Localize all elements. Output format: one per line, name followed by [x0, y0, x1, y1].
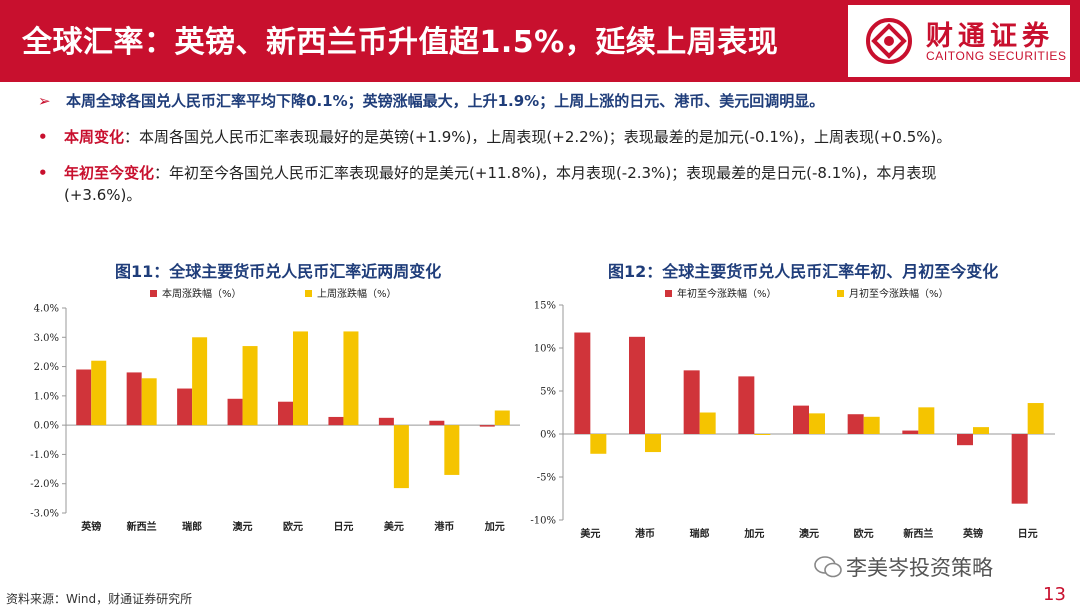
wechat-icon: [814, 556, 842, 578]
week-change-label: 本周变化: [64, 128, 125, 146]
x-category-label: 日元: [1018, 528, 1038, 540]
legend-label: 本周涨跌幅（%）: [162, 287, 242, 300]
x-category-label: 美元: [384, 520, 404, 533]
bar-series1-2: [177, 388, 193, 426]
logo-mark-icon: [866, 18, 912, 64]
watermark: 李美岑投资策略: [846, 556, 993, 580]
bar-chart-weekly: 4.0% 3.0% 2.0% 1.0% 0.0% -1.0% -2.0% -3.0% 英镑 新西兰…: [30, 287, 520, 533]
y-tick-label: -2.0%: [30, 479, 59, 490]
y-tick-label: 2.0%: [34, 362, 59, 373]
header-bar: 全球汇率：英镑、新西兰币升值超1.5%，延续上周表现 财通证券 CAITONG …: [0, 0, 1080, 82]
bar-series2-3: [754, 434, 771, 435]
bar-series1-1: [126, 372, 142, 426]
x-category-label: 港币: [635, 527, 655, 540]
x-category-label: 欧元: [854, 527, 874, 540]
bar-series2-2: [192, 337, 208, 426]
x-category-label: 加元: [743, 527, 764, 540]
legend-swatch: [837, 290, 844, 297]
bar-series1-7: [429, 420, 445, 426]
arrow-bullet-icon: ➢: [38, 92, 51, 110]
x-category-label: 英镑: [80, 520, 101, 533]
bar-series1-7: [957, 434, 973, 446]
bar-series2-7: [973, 427, 989, 434]
bar-series2-3: [242, 346, 258, 426]
y-tick-label: 10%: [534, 344, 556, 355]
bar-series1-1: [629, 336, 645, 434]
page-number: 13: [1043, 584, 1066, 605]
y-tick-label: 4.0%: [34, 304, 59, 315]
bar-series1-4: [793, 405, 809, 434]
bar-series2-4: [293, 331, 308, 426]
chart-title-fig11: 图11：全球主要货币兑人民币汇率近两周变化: [115, 262, 442, 281]
bar-series1-0: [574, 332, 591, 434]
y-tick-label: -10%: [530, 516, 556, 527]
bar-series1-5: [847, 414, 864, 434]
bar-series1-3: [738, 376, 755, 434]
x-category-label: 欧元: [283, 520, 303, 533]
bar-series1-0: [76, 369, 92, 426]
bar-series2-8: [1027, 403, 1044, 434]
bar-series2-8: [494, 410, 510, 426]
bar-series2-0: [91, 360, 107, 426]
bar-series1-4: [278, 401, 293, 426]
bar-series2-6: [393, 425, 409, 489]
bar-series2-1: [141, 378, 157, 426]
y-tick-label: -5%: [537, 473, 556, 484]
bar-series2-5: [343, 331, 359, 426]
ytd-change-label: 年初至今变化: [64, 164, 155, 182]
source-note: 资料来源：Wind，财通证券研究所: [6, 592, 193, 606]
y-tick-label: -1.0%: [30, 450, 59, 461]
bullet-dot-icon: •: [38, 164, 48, 182]
legend-label: 年初至今涨跌幅（%）: [677, 287, 777, 300]
x-category-label: 港币: [434, 520, 454, 533]
y-tick-label: 0%: [540, 430, 556, 441]
legend-label: 上周涨跌幅（%）: [317, 287, 397, 300]
bar-series2-5: [863, 416, 880, 434]
brand-logo: 财通证券 CAITONG SECURITIES: [848, 5, 1070, 77]
legend-swatch: [665, 290, 672, 297]
bar-series1-6: [902, 430, 919, 434]
x-category-label: 美元: [580, 527, 600, 540]
x-category-label: 新西兰: [127, 520, 157, 533]
x-category-label: 日元: [333, 521, 353, 533]
bar-series1-5: [328, 416, 344, 426]
bar-series2-7: [444, 425, 460, 475]
legend-swatch: [150, 290, 157, 297]
bar-series2-2: [699, 412, 716, 434]
bar-series1-8: [1011, 434, 1028, 504]
y-tick-label: -3.0%: [30, 509, 59, 520]
y-tick-label: 5%: [540, 387, 556, 398]
bar-series2-1: [645, 434, 661, 453]
legend-swatch: [305, 290, 312, 297]
bar-series1-6: [378, 417, 394, 426]
chart-title-fig12: 图12：全球主要货币兑人民币汇率年初、月初至今变化: [608, 262, 999, 281]
logo-text-en: CAITONG SECURITIES: [926, 49, 1067, 63]
bullet-dot-icon: •: [38, 128, 48, 146]
bar-chart-ytd: 15% 10% 5% 0% -5% -10% 美元 港币 瑞郎 加元 澳元 欧元 新西兰 英镑 日元 年初至今…: [530, 287, 1055, 540]
logo-text-cn: 财通证券: [926, 21, 1054, 52]
bar-series2-4: [809, 413, 825, 434]
bar-series1-3: [227, 398, 243, 426]
bar-series1-8: [479, 425, 495, 427]
x-category-label: 澳元: [799, 527, 819, 540]
x-category-label: 新西兰: [903, 527, 933, 540]
bar-series2-6: [918, 407, 935, 434]
bar-series1-2: [683, 370, 700, 434]
bar-series2-0: [590, 434, 607, 454]
y-tick-label: 3.0%: [34, 333, 59, 344]
ytd-change-text: ：年初至今各国兑人民币汇率表现最好的是美元(+11.8%)，本月表现(-2.3%…: [64, 164, 937, 204]
x-category-label: 加元: [484, 520, 505, 533]
x-category-label: 澳元: [233, 520, 253, 533]
legend-label: 月初至今涨跌幅（%）: [849, 287, 949, 300]
y-tick-label: 15%: [534, 301, 556, 312]
x-category-label: 瑞郎: [182, 520, 202, 533]
page-title: 全球汇率：英镑、新西兰币升值超1.5%，延续上周表现: [22, 25, 779, 60]
x-category-label: 英镑: [962, 527, 983, 540]
week-change-text: ：本周各国兑人民币汇率表现最好的是英镑(+1.9%)，上周表现(+2.2%)；表…: [124, 128, 952, 146]
y-tick-label: 1.0%: [34, 391, 59, 402]
y-tick-label: 0.0%: [34, 421, 59, 432]
x-category-label: 瑞郎: [690, 527, 710, 540]
main-bullet-text: 本周全球各国兑人民币汇率平均下降0.1%；英镑涨幅最大，上升1.9%；上周上涨的…: [66, 92, 825, 110]
